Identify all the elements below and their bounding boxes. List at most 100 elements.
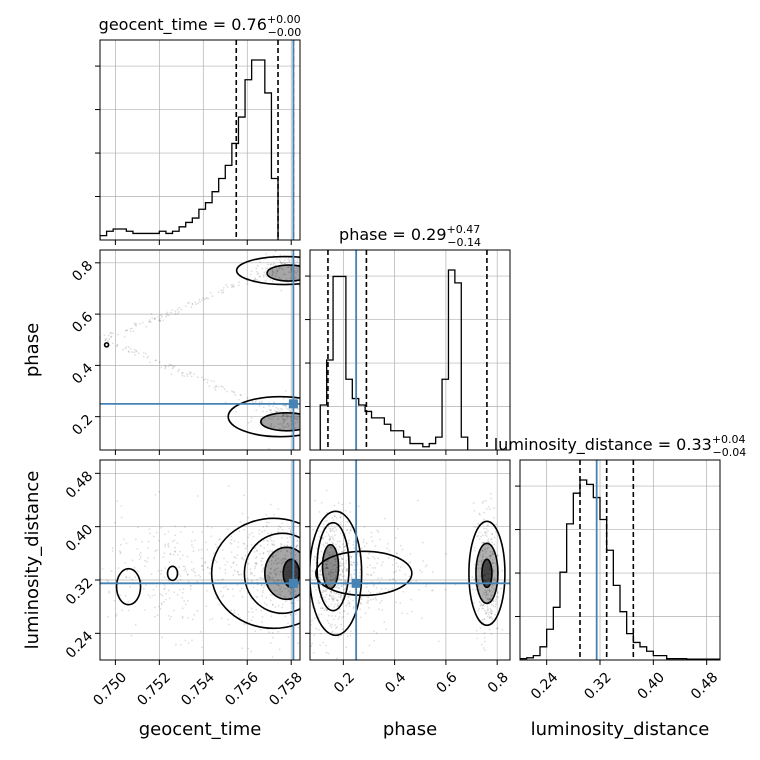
sample-point (482, 550, 485, 553)
sample-point (287, 636, 290, 638)
x-tick-label: 0.752 (134, 669, 174, 709)
sample-point (323, 428, 325, 430)
sample-point (327, 614, 330, 617)
sample-point (250, 532, 253, 534)
sample-point (339, 512, 342, 515)
sample-point (266, 263, 269, 266)
sample-point (349, 573, 352, 575)
sample-point (319, 570, 322, 573)
sample-point (404, 573, 407, 576)
sample-point (337, 636, 340, 638)
sample-point (180, 530, 182, 533)
sample-point (263, 585, 266, 587)
sample-point (311, 270, 313, 272)
sample-point (322, 537, 325, 540)
panel-title-lower-error: −0.04 (713, 446, 747, 459)
contour-line (166, 565, 179, 582)
sample-point (262, 406, 265, 409)
sample-point (359, 602, 362, 604)
sample-point (233, 556, 236, 559)
sample-point (339, 565, 341, 568)
sample-point (322, 607, 324, 610)
sample-point (275, 272, 278, 275)
sample-point (250, 579, 253, 582)
sample-point (341, 571, 344, 574)
sample-point (397, 565, 400, 568)
sample-point (329, 624, 332, 627)
sample-point (399, 566, 402, 568)
sample-point (342, 543, 344, 546)
sample-point (124, 562, 127, 564)
sample-point (496, 592, 499, 595)
sample-point (492, 578, 495, 581)
sample-point (343, 545, 346, 548)
sample-point (181, 374, 184, 377)
sample-point (265, 267, 267, 270)
sample-point (277, 570, 279, 573)
sample-point (253, 574, 256, 577)
panel-title-main: phase = 0.29 (339, 225, 446, 244)
sample-point (337, 593, 340, 596)
sample-point (495, 603, 497, 606)
sample-point (288, 261, 291, 263)
sample-point (286, 550, 289, 553)
sample-point (301, 421, 303, 423)
sample-point (488, 554, 491, 557)
sample-point (492, 571, 495, 574)
sample-point (331, 247, 333, 249)
sample-point (326, 563, 329, 566)
sample-point (289, 530, 292, 533)
sample-point (284, 595, 286, 598)
sample-point (367, 602, 369, 604)
contour-line (243, 532, 300, 615)
sample-point (199, 576, 202, 578)
sample-point (313, 570, 316, 573)
sample-point (202, 378, 205, 381)
sample-point (220, 291, 223, 294)
sample-point (372, 585, 375, 587)
sample-point (349, 585, 352, 588)
sample-point (310, 601, 312, 604)
sample-point (235, 556, 237, 559)
sample-point (482, 593, 485, 596)
sample-point (276, 269, 279, 272)
sample-point (200, 565, 203, 567)
sample-point (339, 595, 342, 598)
sample-point (217, 385, 220, 388)
sample-point (303, 535, 305, 537)
sample-point (486, 547, 489, 550)
sample-point (247, 421, 250, 424)
sample-point (200, 299, 203, 302)
sample-point (480, 561, 483, 563)
sample-point (353, 573, 355, 576)
sample-point (478, 608, 481, 610)
sample-point (267, 540, 269, 543)
sample-point (336, 434, 338, 436)
sample-point (200, 646, 203, 649)
sample-point (57, 578, 59, 580)
sample-point (477, 563, 479, 566)
sample-point (325, 600, 328, 603)
sample-point (492, 561, 494, 564)
sample-point (471, 576, 474, 579)
sample-point (431, 589, 434, 592)
y-tick-label: 0.2 (69, 412, 96, 439)
sample-point (487, 675, 489, 677)
sample-point (101, 568, 104, 570)
sample-point (185, 570, 188, 573)
grid-lines (100, 250, 300, 450)
sample-point (250, 420, 252, 423)
sample-point (265, 524, 268, 527)
sample-point (410, 598, 413, 601)
sample-point (186, 573, 189, 576)
sample-point (344, 588, 347, 590)
sample-point (165, 312, 168, 315)
sample-point (343, 566, 346, 569)
sample-point (182, 588, 185, 590)
sample-point (307, 411, 309, 413)
sample-point (488, 599, 490, 601)
sample-point (254, 401, 257, 403)
sample-point (314, 555, 316, 558)
sample-point (487, 529, 489, 532)
sample-point (324, 573, 327, 576)
